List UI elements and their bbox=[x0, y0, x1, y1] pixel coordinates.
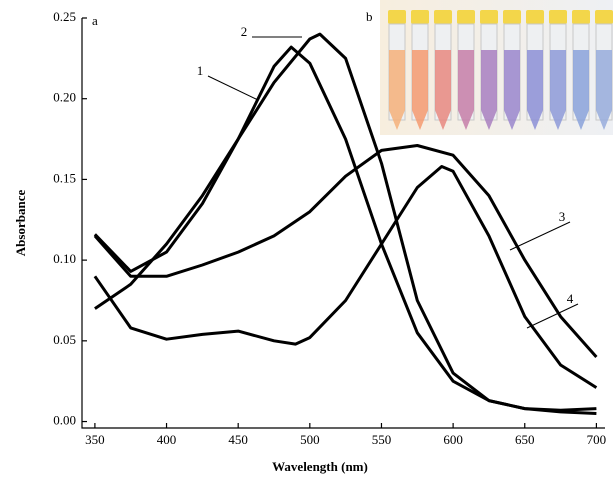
axis-frame bbox=[81, 18, 605, 429]
tube-cap bbox=[434, 10, 452, 24]
tube-liquid bbox=[458, 50, 474, 130]
x-tick-label: 400 bbox=[157, 432, 177, 447]
inset-photo bbox=[380, 0, 613, 135]
tube-liquid bbox=[573, 50, 589, 130]
leader-line bbox=[526, 303, 579, 329]
leader-line bbox=[207, 75, 259, 101]
tube-liquid bbox=[481, 50, 497, 130]
x-tick-label: 600 bbox=[443, 432, 463, 447]
y-tick-label: 0.00 bbox=[53, 413, 76, 428]
tube-cap bbox=[480, 10, 498, 24]
x-tick-label: 650 bbox=[515, 432, 535, 447]
tube-cap bbox=[526, 10, 544, 24]
x-axis-label: Wavelength (nm) bbox=[272, 459, 368, 474]
tube-liquid bbox=[527, 50, 543, 130]
tube-cap bbox=[411, 10, 429, 24]
y-axis-label: Absorbance bbox=[13, 190, 28, 257]
tube-liquid bbox=[389, 50, 405, 130]
x-tick-label: 700 bbox=[587, 432, 607, 447]
tube-cap bbox=[572, 10, 590, 24]
tube-cap bbox=[595, 10, 613, 24]
tube-liquid bbox=[550, 50, 566, 130]
series-label: 2 bbox=[241, 24, 248, 39]
y-tick-label: 0.15 bbox=[53, 170, 76, 185]
panel-label: a bbox=[92, 13, 98, 28]
x-tick-label: 450 bbox=[228, 432, 248, 447]
tube-liquid bbox=[412, 50, 428, 130]
spectrum-line bbox=[94, 32, 597, 415]
x-tick-label: 550 bbox=[372, 432, 392, 447]
tube-cap bbox=[457, 10, 475, 24]
tube-cap bbox=[388, 10, 406, 24]
tube-cap bbox=[549, 10, 567, 24]
series-label: 3 bbox=[559, 209, 566, 224]
y-tick-label: 0.10 bbox=[53, 251, 76, 266]
y-tick-label: 0.05 bbox=[53, 332, 76, 347]
tube-cap bbox=[503, 10, 521, 24]
x-tick-label: 350 bbox=[85, 432, 105, 447]
tube-liquid bbox=[504, 50, 520, 130]
leader-line bbox=[509, 221, 571, 251]
tube-liquid bbox=[435, 50, 451, 130]
x-tick-label: 500 bbox=[300, 432, 320, 447]
y-tick-label: 0.25 bbox=[53, 9, 76, 24]
series-label: 1 bbox=[197, 63, 204, 78]
tube-liquid bbox=[596, 50, 612, 130]
series-label: 4 bbox=[567, 291, 574, 306]
spectrum-line bbox=[93, 165, 598, 389]
spectrum-line bbox=[93, 144, 598, 358]
y-tick-label: 0.20 bbox=[53, 90, 76, 105]
inset-label: b bbox=[366, 9, 373, 24]
